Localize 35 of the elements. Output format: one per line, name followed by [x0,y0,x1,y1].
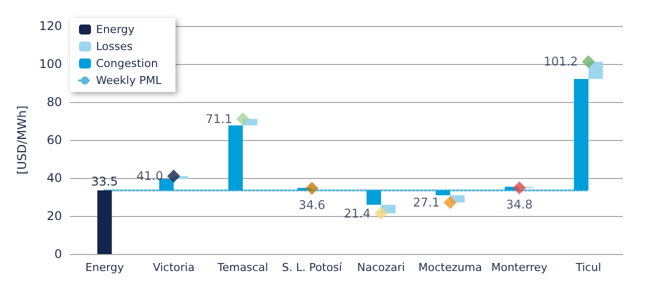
legend-label: Energy [96,23,135,36]
data-label: 41.0 [136,169,164,184]
bar [366,190,382,205]
legend-label: Weekly PML [96,74,162,87]
data-label: 21.4 [344,206,371,220]
data-label: 101.2 [544,54,578,69]
data-label: 27.1 [412,196,440,210]
data-label: 71.1 [206,112,232,126]
y-axis-title: [USD/MWh] [15,106,30,174]
bar [97,190,112,254]
legend-label: Congestion [96,57,158,70]
y-tick-label: 120 [39,19,62,33]
x-tick-label: Moctezuma [418,261,482,274]
y-tick-label: 0 [54,247,62,261]
y-tick-label: 40 [46,171,62,185]
x-tick-label: Monterrey [491,261,548,274]
x-tick-label: Ticul [574,261,602,274]
bar [574,79,588,190]
bar [436,190,450,196]
data-label: 34.8 [506,197,533,212]
x-tick-label: S. L. Potosí [282,261,343,274]
data-label: 33.5 [91,174,118,188]
bar [159,178,174,190]
bar [588,62,603,80]
y-tick-label: 20 [46,209,62,223]
bar [228,125,243,190]
data-label: 34.6 [298,198,326,212]
legend-label: Losses [96,40,133,53]
x-tick-label: Victoria [152,261,195,274]
y-tick-label: 80 [46,95,62,109]
x-tick-label: Energy [85,261,124,274]
y-tick-label: 60 [46,133,62,147]
y-tick-label: 100 [39,57,62,71]
x-tick-label: Temascal [216,261,268,274]
x-tick-label: Nacozari [357,261,405,274]
